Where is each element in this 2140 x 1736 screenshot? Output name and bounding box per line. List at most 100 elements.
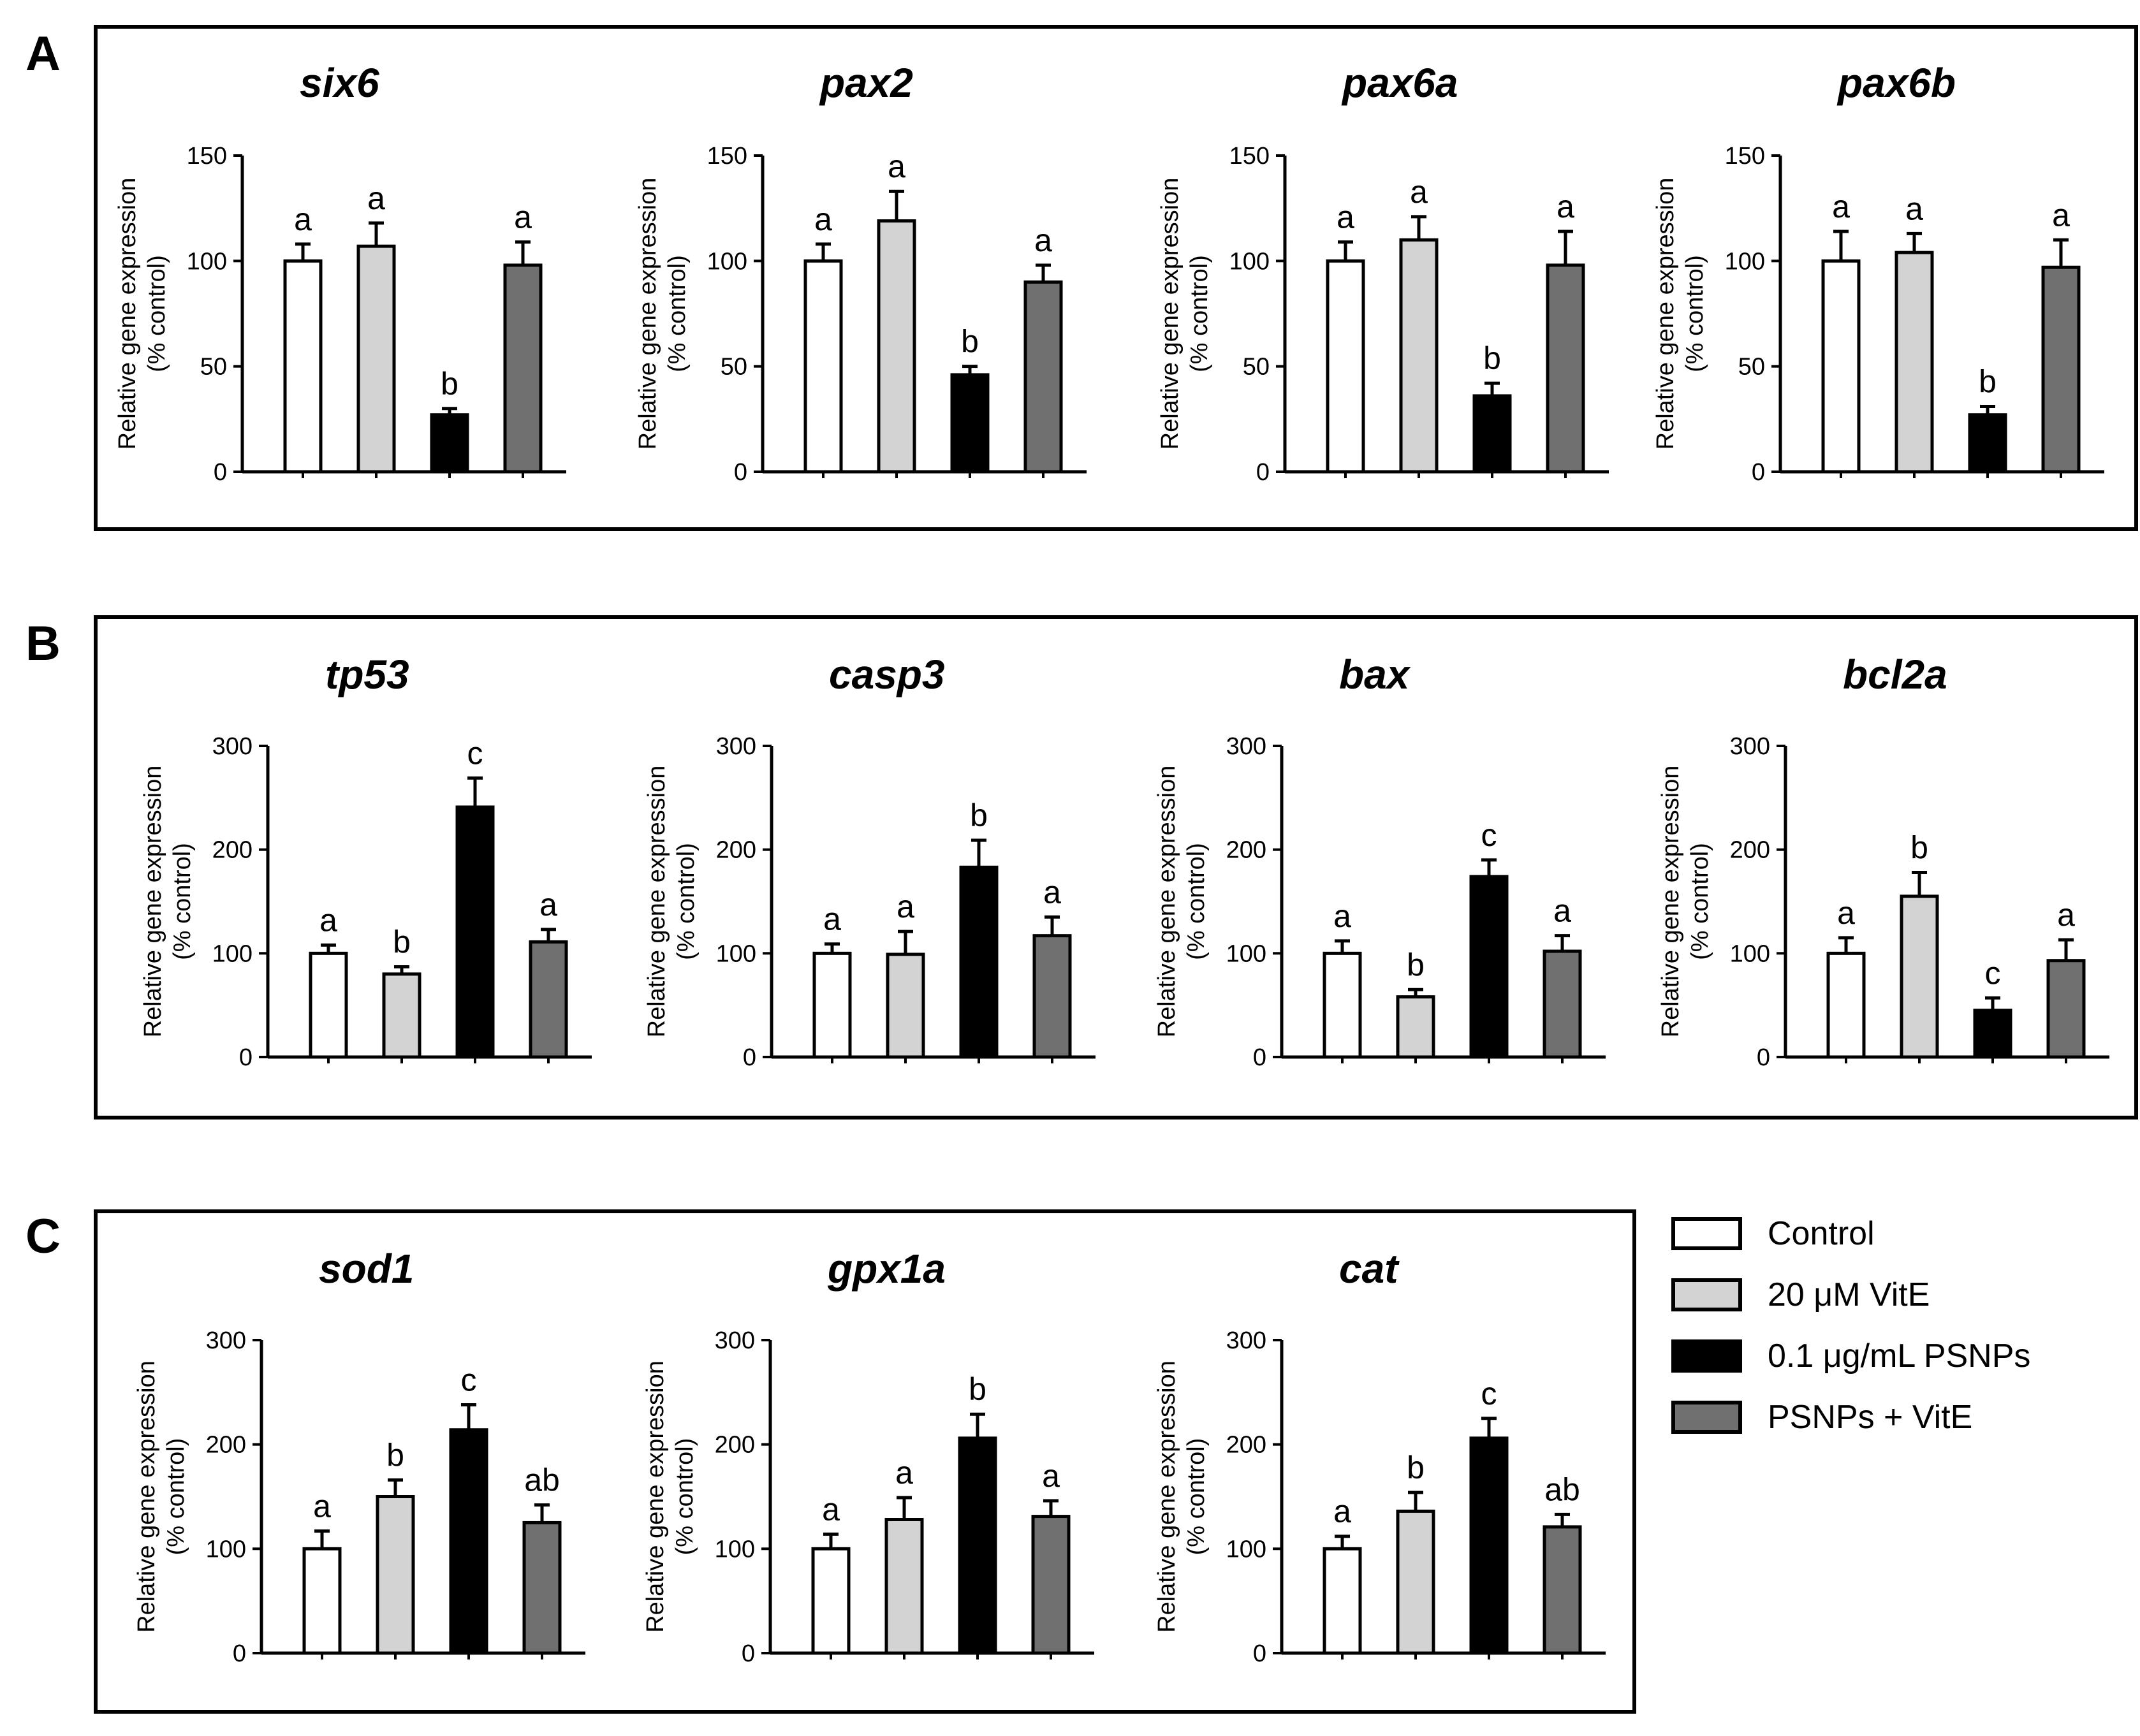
bar-cat-2 [1396, 1509, 1435, 1655]
bar-cat-4 [1543, 1525, 1582, 1655]
bar-pax6a-4 [1546, 263, 1585, 474]
y-axis-label-line: (% control) [1682, 255, 1708, 372]
chart-title-tp53: tp53 [325, 652, 409, 697]
chart-pax2: pax2 Relative gene expression (% control) 0… [634, 60, 1087, 486]
significance-label-sod1: b [386, 1437, 404, 1473]
y-axis-label-sod1: Relative gene expression (% control) [133, 1360, 189, 1633]
significance-label-sod1: a [313, 1489, 331, 1524]
significance-label-tp53: a [319, 902, 337, 938]
y-axis-label-pax6a: Relative gene expression (% control) [1157, 178, 1213, 450]
bar-pax2-3 [950, 373, 990, 474]
y-axis-label-pax6b: Relative gene expression (% control) [1652, 178, 1708, 450]
bar-bcl2a-3 [1973, 1009, 2012, 1059]
legend-label-psnps: 0.1 μg/mL PSNPs [1768, 1338, 2030, 1375]
bar-bcl2a-1 [1826, 951, 1866, 1059]
bar-gpx1a-1 [811, 1547, 851, 1655]
y-axis-label-line: (% control) [671, 1438, 698, 1556]
bar-bcl2a-4 [2046, 959, 2086, 1059]
y-axis-label-line: Relative gene expression [642, 1360, 669, 1633]
y-axis-label-line: Relative gene expression [140, 766, 166, 1038]
y-tick-label-tp53: 300 [212, 733, 253, 760]
y-tick-label-bax: 0 [1253, 1044, 1266, 1071]
bar-pax6b-4 [2041, 265, 2081, 474]
bar-pax2-4 [1023, 280, 1063, 474]
significance-label-casp3: b [970, 798, 988, 833]
significance-label-tp53: c [467, 735, 483, 771]
y-axis-label-line: (% control) [1183, 843, 1210, 960]
bar-tp53-4 [529, 940, 568, 1059]
chart-sod1: sod1 Relative gene expression (% control) 0… [133, 1246, 585, 1667]
significance-label-pax2: b [961, 324, 979, 360]
chart-title-bcl2a: bcl2a [1843, 652, 1947, 697]
bar-pax6b-2 [1894, 251, 1934, 474]
y-axis-label-pax2: Relative gene expression (% control) [634, 178, 691, 450]
significance-label-six6: a [514, 200, 532, 235]
bar-tp53-2 [382, 972, 421, 1059]
significance-label-casp3: a [823, 901, 841, 937]
bar-six6-2 [356, 244, 396, 474]
y-tick-label-pax6b: 0 [1752, 459, 1765, 486]
y-tick-label-pax6a: 100 [1229, 248, 1270, 275]
significance-label-bcl2a: a [2057, 897, 2075, 933]
legend: Control 20 μM VitE 0.1 μg/mL PSNPs PSNPs… [1671, 1215, 2030, 1436]
y-axis-label-gpx1a: Relative gene expression (% control) [642, 1360, 698, 1633]
significance-label-pax2: a [888, 149, 905, 184]
significance-label-pax6a: b [1483, 340, 1501, 376]
bar-casp3-4 [1032, 934, 1072, 1059]
chart-six6: six6 Relative gene expression (% control) 0… [114, 60, 566, 486]
y-tick-label-cat: 200 [1226, 1432, 1266, 1459]
y-tick-label-tp53: 0 [239, 1044, 253, 1071]
significance-label-tp53: b [393, 924, 411, 959]
bar-pax6b-3 [1968, 413, 2007, 474]
significance-label-bcl2a: b [1910, 829, 1928, 865]
y-tick-label-pax2: 100 [707, 248, 747, 275]
y-axis-label-line: Relative gene expression [114, 178, 141, 450]
y-tick-label-casp3: 300 [716, 733, 756, 760]
bar-tp53-3 [455, 805, 495, 1059]
y-tick-label-cat: 0 [1253, 1640, 1266, 1667]
chart-casp3: casp3 Relative gene expression (% control)… [643, 652, 1096, 1071]
bar-bax-3 [1469, 875, 1509, 1059]
chart-pax6a: pax6a Relative gene expression (% control)… [1157, 60, 1609, 486]
chart-title-pax2: pax2 [819, 60, 913, 106]
y-axis-label-line: Relative gene expression [1657, 766, 1684, 1038]
significance-label-bcl2a: a [1837, 895, 1855, 931]
y-tick-label-bax: 100 [1226, 940, 1266, 967]
legend-swatch-vite [1671, 1278, 1742, 1311]
legend-label-control: Control [1768, 1215, 1875, 1252]
y-tick-label-cat: 100 [1226, 1536, 1266, 1563]
y-tick-label-sod1: 200 [206, 1432, 246, 1459]
bar-sod1-2 [376, 1495, 415, 1655]
bar-gpx1a-2 [884, 1518, 924, 1655]
y-tick-label-pax6b: 50 [1738, 354, 1765, 381]
y-tick-label-casp3: 100 [716, 940, 756, 967]
panel-label-a: A [26, 27, 61, 81]
y-axis-label-line: (% control) [163, 1438, 189, 1556]
chart-title-gpx1a: gpx1a [827, 1246, 946, 1292]
y-axis-label-cat: Relative gene expression (% control) [1154, 1360, 1210, 1633]
bar-casp3-3 [959, 865, 999, 1059]
bar-pax6a-1 [1326, 259, 1365, 474]
panel-a-frame [94, 25, 2138, 531]
y-axis-label-bcl2a: Relative gene expression (% control) [1657, 766, 1713, 1038]
y-tick-label-pax6b: 100 [1725, 248, 1765, 275]
bar-cat-3 [1469, 1436, 1509, 1655]
bar-sod1-4 [522, 1521, 562, 1655]
bar-pax6a-3 [1472, 394, 1512, 474]
significance-label-six6: b [441, 366, 458, 402]
chart-cat: cat Relative gene expression (% control) 0 1… [1154, 1246, 1606, 1667]
y-tick-label-pax6a: 0 [1256, 459, 1270, 486]
panel-b-frame [94, 615, 2138, 1120]
significance-label-pax6a: a [1557, 189, 1574, 224]
bar-pax6b-1 [1821, 259, 1861, 474]
y-axis-label-line: (% control) [169, 843, 196, 960]
significance-label-cat: c [1481, 1376, 1497, 1411]
chart-gpx1a: gpx1a Relative gene expression (% control)… [642, 1246, 1094, 1667]
y-tick-label-six6: 150 [187, 143, 227, 170]
bar-bax-4 [1543, 949, 1582, 1059]
chart-title-cat: cat [1339, 1246, 1400, 1292]
bar-pax6a-2 [1399, 238, 1439, 474]
y-tick-label-bcl2a: 300 [1730, 733, 1770, 760]
